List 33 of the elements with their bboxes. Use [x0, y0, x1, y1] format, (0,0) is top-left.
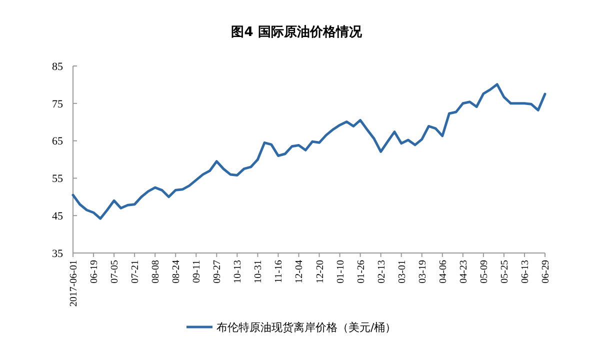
x-tick-label: 04-23 [458, 260, 470, 284]
y-tick-label: 55 [52, 173, 64, 186]
x-tick-label: 03-01 [396, 260, 408, 284]
y-tick-label: 65 [52, 136, 64, 148]
chart-title: 图4 国际原油价格情况 [231, 25, 363, 40]
x-tick-label: 12-04 [294, 260, 306, 284]
x-tick-label: 08-24 [171, 260, 182, 284]
y-tick-label: 35 [52, 248, 64, 260]
x-tick-label: 02-13 [376, 260, 388, 284]
y-tick-label: 75 [52, 98, 64, 110]
legend-label: 布伦特原油现货离岸价格（美元/桶） [216, 320, 396, 334]
x-tick-label: 05-09 [478, 260, 490, 284]
x-tick-label: 06-13 [520, 260, 531, 284]
x-tick-label: 06-19 [89, 260, 100, 284]
x-tick-label: 01-26 [356, 260, 367, 284]
x-tick-label: 04-06 [438, 260, 449, 284]
x-tick-label: 07-21 [130, 260, 142, 284]
x-tick-label: 08-08 [150, 260, 162, 284]
x-tick-label: 12-20 [314, 260, 326, 284]
x-tick-label: 11-16 [274, 260, 285, 283]
x-tick-label: 03-19 [417, 260, 428, 284]
x-tick-label: 07-05 [110, 260, 121, 284]
x-tick-label: 09-11 [192, 260, 203, 283]
x-tick-label: 05-25 [499, 260, 510, 284]
y-tick-label: 85 [52, 60, 64, 73]
x-tick-label: 10-31 [253, 260, 264, 284]
line-series [72, 83, 546, 220]
x-tick-label: 10-13 [232, 260, 244, 284]
x-tick-label: 01-10 [335, 260, 346, 284]
x-tick-label: 06-29 [540, 260, 552, 284]
y-tick-label: 45 [52, 210, 64, 222]
x-tick-label: 09-27 [212, 260, 224, 284]
x-tick-label: 2017-06-01 [68, 260, 80, 307]
